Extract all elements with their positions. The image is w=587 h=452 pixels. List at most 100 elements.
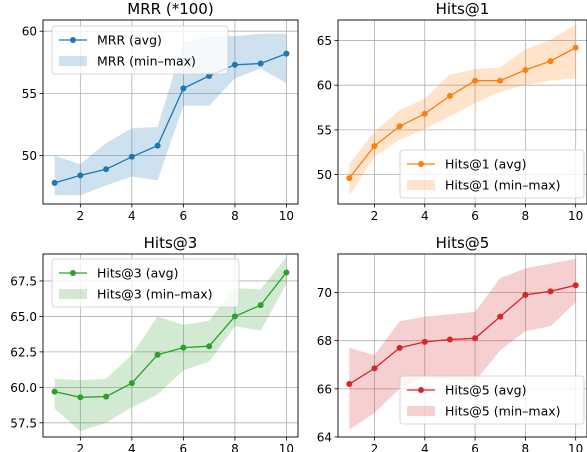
x-tick-label: 10 xyxy=(279,442,294,452)
legend: Hits@5 (avg) Hits@5 (min–max) xyxy=(399,375,585,425)
legend: Hits@1 (avg) Hits@1 (min–max) xyxy=(399,149,585,199)
x-tick-label: 4 xyxy=(128,209,136,223)
avg-data-point xyxy=(371,142,378,149)
x-tick-label: 2 xyxy=(77,442,85,452)
avg-data-point xyxy=(257,302,264,309)
avg-data-point xyxy=(446,92,453,99)
y-tick-label: 66 xyxy=(317,382,332,396)
x-tick-label: 8 xyxy=(522,442,530,452)
y-tick-label: 70 xyxy=(317,286,332,300)
legend-box xyxy=(51,258,240,308)
chart-title: MRR (*100) xyxy=(127,0,213,18)
y-tick-label: 60.0 xyxy=(10,381,37,395)
avg-data-point xyxy=(154,142,161,149)
min-max-band xyxy=(349,24,576,196)
avg-data-point xyxy=(128,380,135,387)
avg-data-point xyxy=(547,288,554,295)
x-tick-label: 2 xyxy=(371,209,379,223)
avg-series-line xyxy=(348,284,576,385)
avg-data-point xyxy=(77,394,84,401)
legend-band-swatch xyxy=(59,56,87,66)
x-tick-label: 8 xyxy=(231,209,239,223)
avg-data-point xyxy=(346,381,353,388)
x-tick-label: 10 xyxy=(568,442,583,452)
avg-series-line xyxy=(54,271,287,398)
avg-data-point xyxy=(421,110,428,117)
x-tick-label: 4 xyxy=(421,209,429,223)
legend-box xyxy=(399,375,585,425)
legend-band-swatch xyxy=(407,180,435,190)
y-tick-label: 65.0 xyxy=(10,310,37,324)
avg-data-point xyxy=(446,336,453,343)
avg-data-point xyxy=(396,123,403,130)
avg-data-point xyxy=(547,58,554,65)
y-tick-label: 55 xyxy=(22,87,37,101)
y-tick-label: 68 xyxy=(317,334,332,348)
y-tick-label: 50 xyxy=(22,149,37,163)
avg-data-point xyxy=(103,393,110,400)
x-tick-label: 6 xyxy=(180,442,188,452)
x-tick-label: 2 xyxy=(371,442,379,452)
y-tick-label: 55 xyxy=(317,123,332,137)
avg-data-point xyxy=(497,77,504,84)
avg-data-point xyxy=(154,351,161,358)
avg-data-point xyxy=(522,291,529,298)
legend-band-swatch xyxy=(407,406,435,416)
avg-data-point xyxy=(231,61,238,68)
avg-data-point xyxy=(522,67,529,74)
x-tick-label: 4 xyxy=(128,442,136,452)
avg-data-point xyxy=(77,172,84,179)
y-tick-label: 57.5 xyxy=(10,416,37,430)
x-tick-label: 2 xyxy=(77,209,85,223)
x-tick-label: 6 xyxy=(180,209,188,223)
plot-frame xyxy=(42,253,299,438)
min-max-band xyxy=(54,33,287,196)
y-tick-label: 67.5 xyxy=(10,274,37,288)
avg-data-point xyxy=(51,388,58,395)
avg-data-point xyxy=(283,269,290,276)
y-tick-label: 60 xyxy=(317,79,332,93)
legend-marker-swatch xyxy=(70,37,76,43)
y-tick-label: 60 xyxy=(22,25,37,39)
legend-box xyxy=(399,149,585,199)
chart-panel-1: MRR (*100) 2 4 6 8 10 50 55 60 MRR (avg) MRR (min–… xyxy=(22,0,299,223)
avg-data-point xyxy=(472,335,479,342)
legend-label-band: Hits@1 (min–max) xyxy=(445,178,561,193)
avg-data-point xyxy=(180,85,187,92)
y-tick-label: 62.5 xyxy=(10,345,37,359)
min-max-band xyxy=(349,258,576,430)
legend-label-avg: Hits@5 (avg) xyxy=(445,383,526,398)
chart-title: Hits@3 xyxy=(144,234,198,252)
avg-series-line xyxy=(54,52,287,184)
legend: MRR (avg) MRR (min–max) xyxy=(51,25,229,75)
x-tick-label: 10 xyxy=(568,209,583,223)
y-tick-label: 64 xyxy=(317,431,332,445)
avg-data-point xyxy=(231,313,238,320)
avg-data-point xyxy=(371,365,378,372)
legend-marker-swatch xyxy=(70,270,76,276)
avg-data-point xyxy=(257,60,264,67)
plot-frame xyxy=(42,19,299,205)
avg-data-point xyxy=(51,179,58,186)
plot-frame xyxy=(337,253,587,438)
avg-data-point xyxy=(283,50,290,57)
chart-title: Hits@1 xyxy=(436,0,490,18)
legend-label-avg: Hits@1 (avg) xyxy=(445,157,526,172)
avg-data-point xyxy=(346,175,353,182)
chart-panel-3: Hits@3 2 4 6 8 10 57.5 60.0 62.5 65.0 67.5 Hits@3 (… xyxy=(10,234,299,452)
x-tick-label: 6 xyxy=(471,209,479,223)
chart-title: Hits@5 xyxy=(436,234,490,252)
x-tick-label: 10 xyxy=(279,209,294,223)
y-tick-label: 50 xyxy=(317,168,332,182)
avg-data-point xyxy=(497,313,504,320)
x-tick-label: 4 xyxy=(421,442,429,452)
avg-data-point xyxy=(206,343,213,350)
x-tick-label: 8 xyxy=(522,209,530,223)
avg-data-point xyxy=(128,153,135,160)
avg-data-point xyxy=(180,344,187,351)
avg-data-point xyxy=(572,44,579,51)
avg-data-point xyxy=(396,344,403,351)
